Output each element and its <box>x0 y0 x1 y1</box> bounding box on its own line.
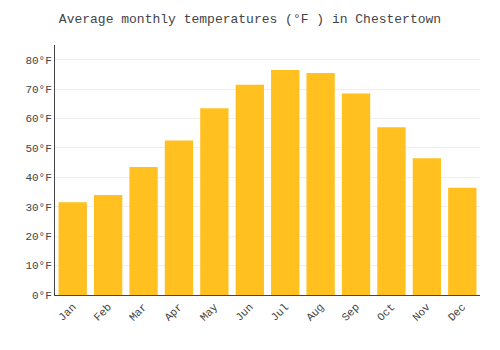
svg-text:Oct: Oct <box>375 301 397 323</box>
svg-text:May: May <box>198 301 221 324</box>
svg-text:0°F: 0°F <box>32 290 52 302</box>
svg-text:Aug: Aug <box>304 301 326 323</box>
svg-text:30°F: 30°F <box>25 202 51 214</box>
svg-text:10°F: 10°F <box>25 260 51 272</box>
svg-text:Nov: Nov <box>410 301 433 324</box>
svg-text:Jan: Jan <box>56 301 78 323</box>
svg-text:Feb: Feb <box>92 301 114 323</box>
svg-text:Dec: Dec <box>446 301 468 323</box>
svg-text:80°F: 80°F <box>25 55 51 67</box>
svg-text:Apr: Apr <box>162 301 184 323</box>
svg-text:70°F: 70°F <box>25 84 51 96</box>
svg-text:Sep: Sep <box>340 301 362 323</box>
svg-text:40°F: 40°F <box>25 172 51 184</box>
svg-text:50°F: 50°F <box>25 143 51 155</box>
svg-text:Jun: Jun <box>233 301 255 323</box>
svg-text:20°F: 20°F <box>25 231 51 243</box>
svg-text:60°F: 60°F <box>25 113 51 125</box>
svg-text:Average monthly temperatures (: Average monthly temperatures (°F ) in Ch… <box>59 12 441 27</box>
svg-text:Mar: Mar <box>127 301 149 323</box>
svg-text:Jul: Jul <box>269 301 291 323</box>
